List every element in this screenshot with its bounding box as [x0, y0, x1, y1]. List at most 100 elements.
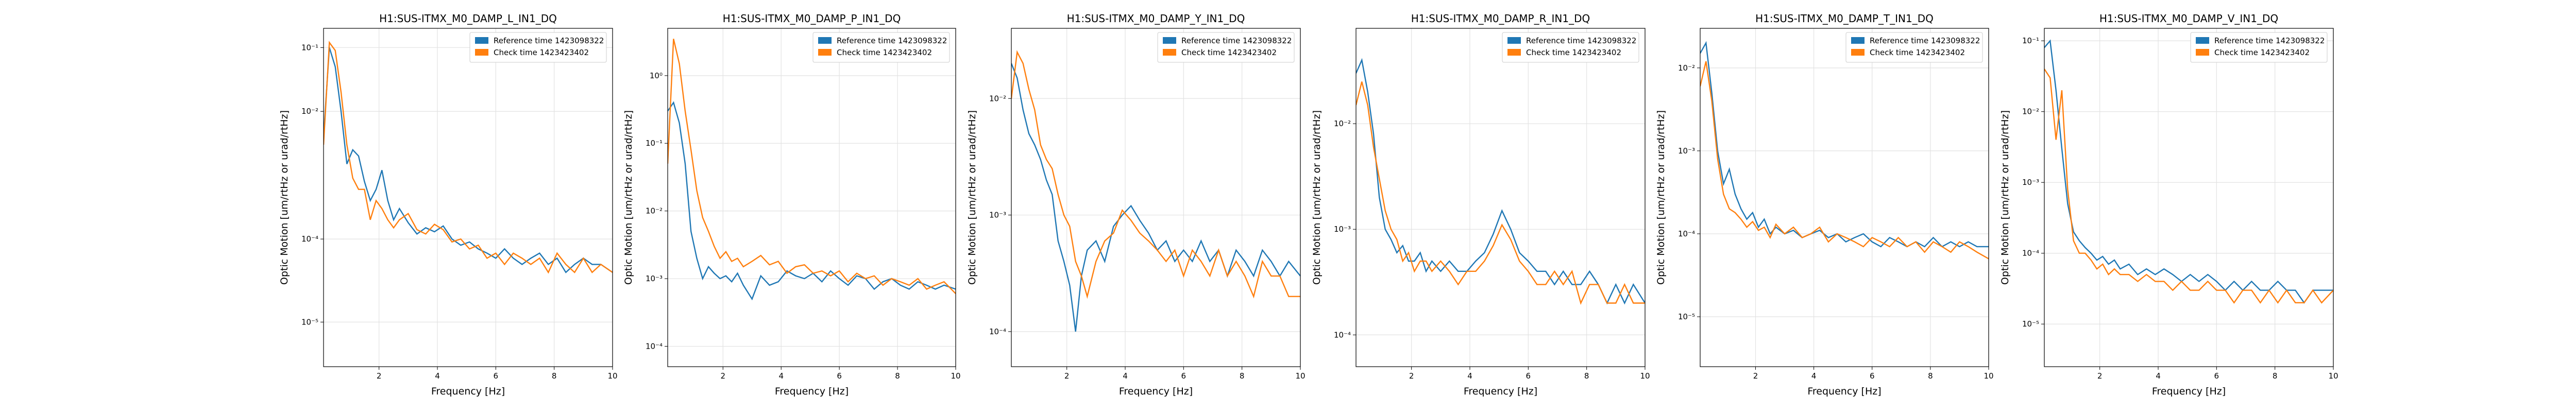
x-tick-label: 10 — [1984, 371, 1993, 381]
y-axis-label: Optic Motion [um/rtHz or urad/rtHz] — [967, 110, 978, 285]
series-line-reference — [1011, 63, 1300, 332]
x-tick-label: 2 — [1409, 371, 1414, 381]
x-tick-label: 2 — [2097, 371, 2103, 381]
x-tick-label: 6 — [1181, 371, 1187, 381]
plot-frame — [1011, 28, 1301, 367]
y-axis-label: Optic Motion [um/rtHz or urad/rtHz] — [279, 110, 290, 285]
legend-swatch — [818, 37, 832, 44]
series-line-check — [668, 39, 956, 295]
legend-swatch — [1507, 49, 1521, 56]
y-tick-label: 10⁻² — [2022, 107, 2039, 116]
chart-panel-5: 2 4 6 8 10 10⁻² 10⁻³ 10⁻⁴ 10⁻⁵ H1:SUS-ITMX_M0_DAM… — [1655, 12, 1994, 397]
legend-swatch — [1507, 37, 1521, 44]
chart-title: H1:SUS-ITMX_M0_DAMP_P_IN1_DQ — [723, 12, 901, 25]
series-line-check — [1700, 61, 1989, 260]
legend-label: Reference time 1423098322 — [1526, 36, 1636, 45]
plot-frame — [1700, 28, 1989, 367]
x-tick-label: 10 — [1640, 371, 1650, 381]
legend-label: Check time 1423423402 — [494, 48, 589, 57]
x-tick-label: 6 — [837, 371, 842, 381]
y-tick-label: 10⁻² — [646, 207, 663, 216]
x-tick-label: 6 — [1870, 371, 1875, 381]
x-tick-label: 4 — [778, 371, 784, 381]
legend-box — [1845, 32, 1983, 63]
chart-title: H1:SUS-ITMX_M0_DAMP_V_IN1_DQ — [2099, 12, 2278, 25]
legend-label: Check time 1423423402 — [837, 48, 932, 57]
chart-title: H1:SUS-ITMX_M0_DAMP_R_IN1_DQ — [1411, 12, 1590, 25]
legend-label: Check time 1423423402 — [1870, 48, 1965, 57]
y-tick-label: 10⁻³ — [1334, 225, 1351, 234]
legend-box — [1157, 32, 1295, 63]
legend-swatch — [2196, 37, 2209, 44]
x-tick-label: 2 — [1753, 371, 1758, 381]
x-axis-label: Frequency [Hz] — [1464, 386, 1537, 397]
x-tick-label: 10 — [2328, 371, 2338, 381]
legend-label: Check time 1423423402 — [2214, 48, 2310, 57]
x-axis-label: Frequency [Hz] — [2152, 386, 2226, 397]
y-tick-label: 10⁻⁴ — [1334, 330, 1351, 339]
legend-label: Check time 1423423402 — [1526, 48, 1621, 57]
plot-frame — [323, 28, 613, 367]
chart-panel-1: 2 4 6 8 10 10⁻¹ 10⁻² 10⁻⁴ 10⁻⁵ H1:SUS-ITMX_M0_DAM… — [279, 12, 618, 397]
x-tick-label: 8 — [1928, 371, 1933, 381]
legend-label: Check time 1423423402 — [1181, 48, 1277, 57]
x-axis-label: Frequency [Hz] — [775, 386, 849, 397]
legend-swatch — [1851, 49, 1865, 56]
y-tick-label: 10⁻⁴ — [1678, 229, 1695, 238]
legend-swatch — [475, 49, 488, 56]
chart-panel-4: 2 4 6 8 10 10⁻² 10⁻³ 10⁻⁴ H1:SUS-ITMX_M0_DAMP_R_… — [1311, 12, 1650, 397]
x-tick-label: 8 — [1240, 371, 1245, 381]
series-line-check — [2044, 68, 2333, 304]
x-axis-label: Frequency [Hz] — [1119, 386, 1193, 397]
x-tick-label: 2 — [377, 371, 382, 381]
x-tick-label: 4 — [1467, 371, 1472, 381]
y-tick-label: 10⁻⁵ — [2022, 319, 2039, 329]
y-axis-label: Optic Motion [um/rtHz or urad/rtHz] — [623, 110, 634, 285]
y-tick-label: 10⁻² — [1678, 63, 1695, 73]
y-axis-label: Optic Motion [um/rtHz or urad/rtHz] — [1655, 110, 1667, 285]
x-tick-label: 10 — [607, 371, 617, 381]
legend-label: Reference time 1423098322 — [2214, 36, 2325, 45]
series-line-reference — [668, 101, 956, 301]
y-tick-label: 10⁻¹ — [301, 43, 318, 52]
series-line-reference — [1356, 58, 1645, 305]
x-tick-label: 2 — [721, 371, 726, 381]
y-tick-label: 10⁻¹ — [646, 139, 663, 148]
y-tick-label: 10⁻⁵ — [1678, 312, 1695, 321]
legend-box — [812, 32, 950, 63]
series-line-reference — [2044, 39, 2333, 304]
x-tick-label: 8 — [1584, 371, 1589, 381]
y-tick-label: 10⁻² — [1334, 119, 1351, 128]
y-tick-label: 10⁻¹ — [2022, 36, 2039, 45]
x-tick-label: 10 — [1295, 371, 1305, 381]
legend-swatch — [1851, 37, 1865, 44]
legend-swatch — [2196, 49, 2209, 56]
y-tick-label: 10⁰ — [650, 71, 663, 80]
legend-box — [2190, 32, 2328, 63]
x-tick-label: 4 — [1811, 371, 1817, 381]
x-axis-label: Frequency [Hz] — [431, 386, 505, 397]
series-line-reference — [324, 47, 613, 273]
legend-label: Reference time 1423098322 — [837, 36, 947, 45]
x-tick-label: 8 — [895, 371, 900, 381]
y-axis-label: Optic Motion [um/rtHz or urad/rtHz] — [1999, 110, 2011, 285]
x-tick-label: 8 — [2273, 371, 2278, 381]
x-tick-label: 8 — [552, 371, 557, 381]
x-tick-label: 2 — [1064, 371, 1070, 381]
legend-box — [469, 32, 607, 63]
chart-title: H1:SUS-ITMX_M0_DAMP_T_IN1_DQ — [1755, 12, 1934, 25]
legend-swatch — [1163, 37, 1176, 44]
y-axis-label: Optic Motion [um/rtHz or urad/rtHz] — [1311, 110, 1323, 285]
chart-panel-3: 2 4 6 8 10 10⁻² 10⁻³ 10⁻⁴ H1:SUS-ITMX_M0_DAMP_Y_… — [967, 12, 1306, 397]
y-tick-label: 10⁻³ — [646, 274, 663, 283]
x-tick-label: 4 — [2156, 371, 2161, 381]
x-tick-label: 4 — [1123, 371, 1128, 381]
y-tick-label: 10⁻³ — [989, 211, 1006, 220]
x-axis-label: Frequency [Hz] — [1807, 386, 1881, 397]
chart-panel-6: 2 4 6 8 10 10⁻¹ 10⁻² 10⁻³ 10⁻⁴ 10⁻⁵ H1:SUS-ITMX_M0… — [1999, 12, 2338, 397]
series-line-check — [1011, 50, 1300, 299]
x-tick-label: 6 — [494, 371, 499, 381]
plot-frame — [2044, 28, 2334, 367]
legend-swatch — [1163, 49, 1176, 56]
